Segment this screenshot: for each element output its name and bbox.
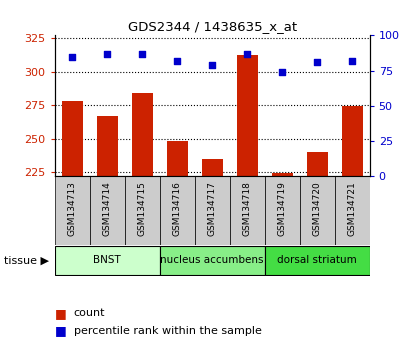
Bar [265, 176, 299, 245]
Text: GSM134719: GSM134719 [278, 182, 286, 236]
Bar [97, 116, 118, 176]
Text: GSM134716: GSM134716 [173, 182, 181, 236]
Bar [89, 176, 125, 245]
Bar [167, 141, 188, 176]
Bar [307, 152, 328, 176]
Bar [236, 56, 257, 176]
Point [314, 59, 320, 65]
Text: BNST: BNST [93, 255, 121, 265]
Text: nucleus accumbens: nucleus accumbens [160, 255, 264, 265]
Bar [55, 246, 160, 275]
Bar [125, 176, 160, 245]
Bar [194, 176, 230, 245]
Bar [160, 176, 194, 245]
Bar [131, 93, 152, 176]
Bar [160, 246, 265, 275]
Point [349, 58, 355, 64]
Bar [62, 101, 83, 176]
Bar [335, 176, 370, 245]
Text: ■: ■ [55, 325, 66, 337]
Bar [230, 176, 265, 245]
Text: count: count [74, 308, 105, 318]
Point [244, 51, 250, 57]
Text: GSM134715: GSM134715 [138, 182, 147, 236]
Bar [272, 173, 293, 176]
Bar [299, 176, 335, 245]
Text: GSM134713: GSM134713 [68, 182, 76, 236]
Point [104, 51, 110, 57]
Point [279, 69, 286, 75]
Text: tissue ▶: tissue ▶ [4, 256, 49, 266]
Bar [265, 246, 370, 275]
Text: ■: ■ [55, 307, 66, 320]
Text: GSM134721: GSM134721 [348, 182, 357, 236]
Title: GDS2344 / 1438635_x_at: GDS2344 / 1438635_x_at [128, 20, 297, 33]
Text: GSM134718: GSM134718 [243, 182, 252, 236]
Point [69, 54, 76, 59]
Bar [202, 159, 223, 176]
Text: GSM134717: GSM134717 [207, 182, 217, 236]
Bar [341, 107, 362, 176]
Bar [55, 176, 89, 245]
Point [174, 58, 181, 64]
Point [139, 51, 145, 57]
Point [209, 62, 215, 68]
Text: GSM134720: GSM134720 [312, 182, 322, 236]
Text: GSM134714: GSM134714 [102, 182, 112, 236]
Text: dorsal striatum: dorsal striatum [277, 255, 357, 265]
Text: percentile rank within the sample: percentile rank within the sample [74, 326, 261, 336]
